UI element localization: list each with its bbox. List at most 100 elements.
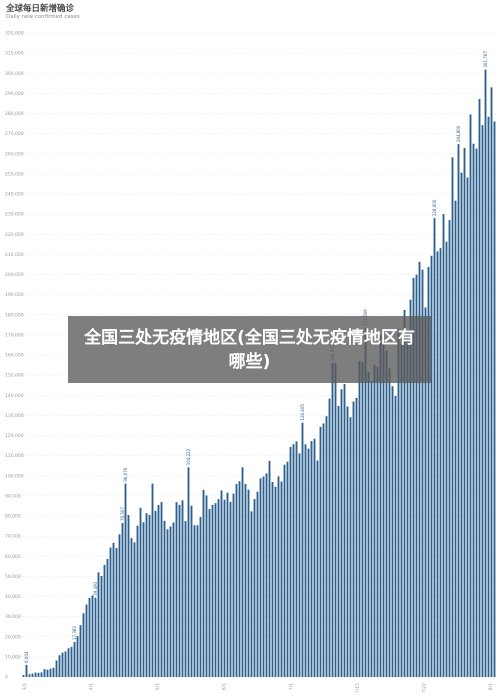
bar	[403, 309, 406, 677]
y-tick-label: 280,000	[5, 111, 24, 117]
bar	[346, 406, 349, 677]
y-tick-label: 40,000	[5, 594, 21, 600]
bar	[427, 266, 430, 677]
bar	[148, 514, 151, 677]
data-label: 76,507	[120, 507, 125, 521]
bar	[106, 558, 109, 677]
bar	[457, 144, 460, 678]
overlay-title-text: 全国三处无疫情地区(全国三处无疫情地区有哪些)	[84, 327, 415, 372]
bar	[160, 502, 163, 677]
bar	[163, 520, 166, 677]
bar	[22, 674, 25, 677]
bar	[67, 648, 70, 677]
bar	[211, 504, 214, 677]
bar	[256, 491, 259, 677]
bar	[340, 389, 343, 677]
bar	[52, 667, 55, 677]
bar	[370, 381, 373, 677]
bar	[400, 344, 403, 677]
bar	[424, 307, 427, 677]
bar	[460, 172, 463, 678]
bar	[40, 672, 43, 677]
bar	[295, 441, 298, 677]
y-tick-label: 110,000	[5, 453, 24, 459]
y-tick-label: 90,000	[5, 493, 21, 499]
bar	[97, 572, 100, 677]
bar	[337, 405, 340, 677]
bar	[388, 368, 391, 677]
bar	[91, 595, 94, 677]
bar	[382, 331, 385, 677]
bar	[448, 220, 451, 677]
bar	[343, 383, 346, 677]
data-label: 96,076	[123, 467, 128, 481]
bar	[205, 495, 208, 677]
bar	[130, 538, 133, 677]
data-label: 228,000	[432, 199, 437, 216]
bar	[70, 646, 73, 677]
y-tick-label: 10,000	[5, 654, 21, 660]
bar	[385, 350, 388, 677]
bar	[352, 401, 355, 677]
x-tick-label: 7/1	[288, 683, 294, 690]
bar	[394, 395, 397, 677]
bar	[121, 523, 124, 677]
chart-subtitle: Daily new confirmed cases	[6, 14, 80, 20]
bar	[76, 636, 79, 677]
y-tick-label: 210,000	[5, 252, 24, 258]
bar	[103, 564, 106, 677]
bar	[229, 501, 232, 677]
y-tick-label: 140,000	[5, 393, 24, 399]
y-tick-label: 150,000	[5, 373, 24, 379]
y-tick-label: 260,000	[5, 151, 24, 157]
y-tick-label: 300,000	[5, 71, 24, 77]
y-tick-label: 60,000	[5, 554, 21, 560]
bar	[190, 505, 193, 677]
bar	[46, 669, 49, 677]
bar	[415, 274, 418, 677]
data-label: 104,222	[186, 448, 191, 465]
bar	[88, 597, 91, 677]
bar	[316, 460, 319, 677]
bar	[373, 364, 376, 677]
bar	[298, 453, 301, 677]
bar	[220, 490, 223, 677]
bar	[349, 417, 352, 677]
x-tick-label: 3/1	[22, 683, 28, 690]
y-tick-label: 250,000	[5, 171, 24, 177]
bar	[466, 177, 469, 677]
bar	[463, 147, 466, 677]
bar	[328, 398, 331, 677]
bar	[223, 499, 226, 677]
bar	[109, 547, 112, 677]
x-tick-label: 7/22	[421, 683, 427, 693]
title-overlay-banner: 全国三处无疫情地区(全国三处无疫情地区有哪些)	[68, 316, 431, 383]
bar	[271, 481, 274, 677]
bar	[217, 499, 220, 677]
bar	[172, 522, 175, 677]
bar	[367, 371, 370, 677]
data-label: 39,493	[93, 581, 98, 595]
bar	[454, 200, 457, 677]
y-tick-label: 130,000	[5, 413, 24, 419]
bar	[262, 476, 265, 677]
bar	[55, 660, 58, 677]
bar	[115, 548, 118, 677]
bar	[280, 481, 283, 677]
bar	[478, 99, 481, 677]
bar	[433, 218, 436, 677]
bar	[178, 504, 181, 677]
y-tick-label: 120,000	[5, 433, 24, 439]
bar	[196, 525, 199, 677]
bar	[391, 386, 394, 677]
x-tick-label: 7/15	[355, 683, 361, 693]
bar	[187, 467, 190, 677]
bar	[412, 277, 415, 677]
chart-title: 全球每日新增确诊	[6, 4, 75, 14]
bar	[274, 486, 277, 677]
bar	[199, 517, 202, 677]
bar	[325, 416, 328, 677]
bar	[61, 652, 64, 677]
y-tick-label: 220,000	[5, 232, 24, 238]
